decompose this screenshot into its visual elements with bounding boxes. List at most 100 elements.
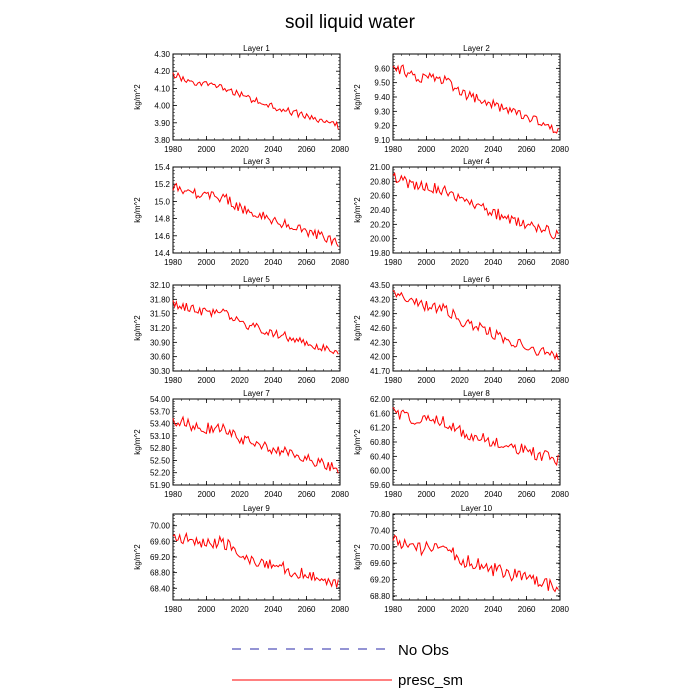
y-tick-label: 19.80 xyxy=(370,249,391,258)
y-tick-label: 61.60 xyxy=(370,409,391,418)
y-tick-label: 69.20 xyxy=(150,553,171,562)
y-tick-label: 14.4 xyxy=(154,249,170,258)
y-axis-label: kg/m^2 xyxy=(133,429,142,455)
x-tick-label: 2080 xyxy=(551,605,569,614)
x-tick-label: 2000 xyxy=(418,605,436,614)
panel-1: Layer 1 3.80 3.90 4.00 4.10 4.20 4.30 1980 2000 2… xyxy=(133,44,349,154)
x-tick-label: 2020 xyxy=(451,376,469,385)
panel-10: Layer 10 68.80 69.20 69.60 70.00 70.40 70.80 19… xyxy=(353,504,569,614)
x-tick-label: 2000 xyxy=(198,490,216,499)
y-tick-label: 14.8 xyxy=(154,215,170,224)
series-line-presc_sm xyxy=(392,289,559,361)
x-tick-label: 2080 xyxy=(331,490,349,499)
x-tick-label: 2040 xyxy=(484,376,502,385)
y-tick-label: 31.50 xyxy=(150,310,171,319)
y-tick-label: 3.90 xyxy=(154,119,170,128)
y-tick-label: 68.80 xyxy=(370,592,391,601)
plot-frame xyxy=(392,513,561,601)
x-tick-label: 2000 xyxy=(418,258,436,267)
panel-title: Layer 3 xyxy=(243,157,270,166)
series-line-presc_sm xyxy=(172,415,339,474)
y-tick-label: 60.40 xyxy=(370,452,391,461)
y-tick-label: 43.20 xyxy=(370,295,391,304)
x-tick-label: 1980 xyxy=(164,490,182,499)
y-tick-label: 42.30 xyxy=(370,338,391,347)
x-tick-label: 1980 xyxy=(164,605,182,614)
panel-title: Layer 6 xyxy=(463,275,490,284)
y-tick-label: 3.80 xyxy=(154,136,170,145)
y-tick-label: 52.50 xyxy=(150,456,171,465)
y-tick-label: 70.40 xyxy=(370,526,391,535)
x-tick-label: 2060 xyxy=(518,145,536,154)
plot-frame xyxy=(392,284,561,372)
panel-7: Layer 7 51.90 52.20 52.50 52.80 53.10 53.40 53.… xyxy=(133,389,349,499)
x-tick-label: 2060 xyxy=(518,376,536,385)
series-line-presc_sm xyxy=(392,64,559,134)
x-tick-label: 2000 xyxy=(198,605,216,614)
x-tick-label: 2020 xyxy=(231,145,249,154)
y-tick-label: 70.80 xyxy=(370,510,391,519)
x-tick-label: 2040 xyxy=(484,490,502,499)
x-tick-label: 1980 xyxy=(384,145,402,154)
y-tick-label: 51.90 xyxy=(150,481,171,490)
x-tick-label: 2000 xyxy=(418,490,436,499)
y-tick-label: 68.80 xyxy=(150,569,171,578)
x-tick-label: 2040 xyxy=(264,376,282,385)
y-tick-label: 70.00 xyxy=(150,522,171,531)
y-axis-label: kg/m^2 xyxy=(133,84,142,110)
y-tick-label: 31.20 xyxy=(150,324,171,333)
y-tick-label: 20.20 xyxy=(370,220,391,229)
legend-label-no-obs: No Obs xyxy=(398,642,449,659)
panel-4: Layer 4 19.80 20.00 20.20 20.40 20.60 20.80 21.… xyxy=(353,157,569,267)
y-tick-label: 69.20 xyxy=(370,576,391,585)
y-tick-label: 15.4 xyxy=(154,163,170,172)
y-tick-label: 32.10 xyxy=(150,281,171,290)
panel-title: Layer 7 xyxy=(243,389,270,398)
y-axis-label: kg/m^2 xyxy=(133,315,142,341)
y-tick-label: 70.00 xyxy=(370,543,391,552)
x-tick-label: 2060 xyxy=(298,605,316,614)
x-tick-label: 2040 xyxy=(484,605,502,614)
panel-8: Layer 8 59.60 60.00 60.40 60.80 61.20 61.60 62.… xyxy=(353,389,569,499)
y-tick-label: 59.60 xyxy=(370,481,391,490)
y-tick-label: 9.50 xyxy=(374,79,390,88)
panel-9: Layer 9 68.40 68.80 69.20 69.60 70.00 1980 2000… xyxy=(133,504,349,614)
figure-title: soil liquid water xyxy=(285,12,416,33)
y-tick-label: 9.60 xyxy=(374,64,390,73)
x-tick-label: 2080 xyxy=(551,490,569,499)
panel-2: Layer 2 9.10 9.20 9.30 9.40 9.50 9.60 1980 2000 2… xyxy=(353,44,569,154)
y-tick-label: 30.30 xyxy=(150,367,171,376)
x-tick-label: 2060 xyxy=(518,258,536,267)
x-tick-label: 2020 xyxy=(451,145,469,154)
x-tick-label: 2080 xyxy=(331,605,349,614)
y-tick-label: 54.00 xyxy=(150,395,171,404)
y-tick-label: 14.6 xyxy=(154,232,170,241)
panel-3: Layer 3 14.4 14.6 14.8 15.0 15.2 15.4 1980 2000 2… xyxy=(133,157,349,267)
legend: No Obs presc_sm xyxy=(232,642,463,689)
series-line-presc_sm xyxy=(172,71,339,130)
panel-title: Layer 10 xyxy=(461,504,493,513)
x-tick-label: 2040 xyxy=(264,490,282,499)
y-tick-label: 69.60 xyxy=(370,559,391,568)
x-tick-label: 1980 xyxy=(384,490,402,499)
x-tick-label: 2080 xyxy=(551,258,569,267)
panel-6: Layer 6 41.70 42.00 42.30 42.60 42.90 43.20 43.… xyxy=(353,275,569,385)
x-tick-label: 2060 xyxy=(518,605,536,614)
y-tick-label: 62.00 xyxy=(370,395,391,404)
plot-frame xyxy=(172,166,341,254)
x-tick-label: 1980 xyxy=(164,258,182,267)
x-tick-label: 1980 xyxy=(384,376,402,385)
y-tick-label: 20.40 xyxy=(370,206,391,215)
y-tick-label: 30.90 xyxy=(150,338,171,347)
y-tick-label: 21.00 xyxy=(370,163,391,172)
x-tick-label: 2000 xyxy=(198,258,216,267)
x-tick-label: 1980 xyxy=(164,145,182,154)
x-tick-label: 2020 xyxy=(231,490,249,499)
x-tick-label: 2020 xyxy=(231,376,249,385)
y-tick-label: 52.20 xyxy=(150,469,171,478)
x-tick-label: 2060 xyxy=(518,490,536,499)
panel-title: Layer 5 xyxy=(243,275,270,284)
y-tick-label: 30.60 xyxy=(150,353,171,362)
x-tick-label: 2080 xyxy=(331,145,349,154)
y-tick-label: 15.2 xyxy=(154,180,170,189)
